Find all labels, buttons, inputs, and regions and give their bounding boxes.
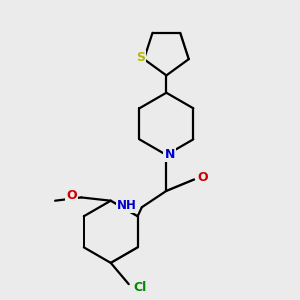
Text: NH: NH	[117, 199, 137, 212]
Text: Cl: Cl	[134, 281, 147, 294]
Text: O: O	[197, 171, 208, 184]
Text: O: O	[66, 189, 77, 202]
Text: N: N	[164, 148, 175, 161]
Text: S: S	[136, 51, 145, 64]
